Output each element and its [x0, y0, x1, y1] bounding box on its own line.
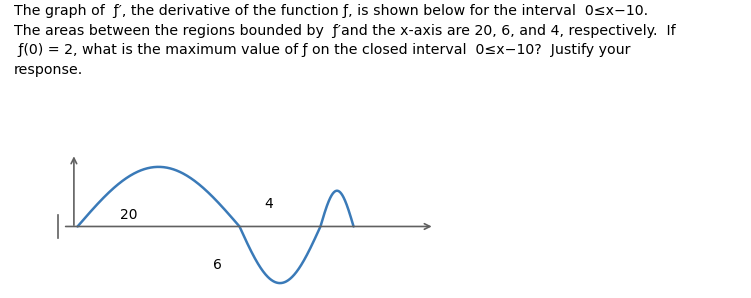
Text: 20: 20 — [120, 208, 138, 221]
Text: 4: 4 — [264, 197, 273, 211]
Text: 6: 6 — [213, 258, 222, 272]
Text: The graph of  ƒ′, the derivative of the function ƒ, is shown below for the inter: The graph of ƒ′, the derivative of the f… — [14, 4, 675, 77]
